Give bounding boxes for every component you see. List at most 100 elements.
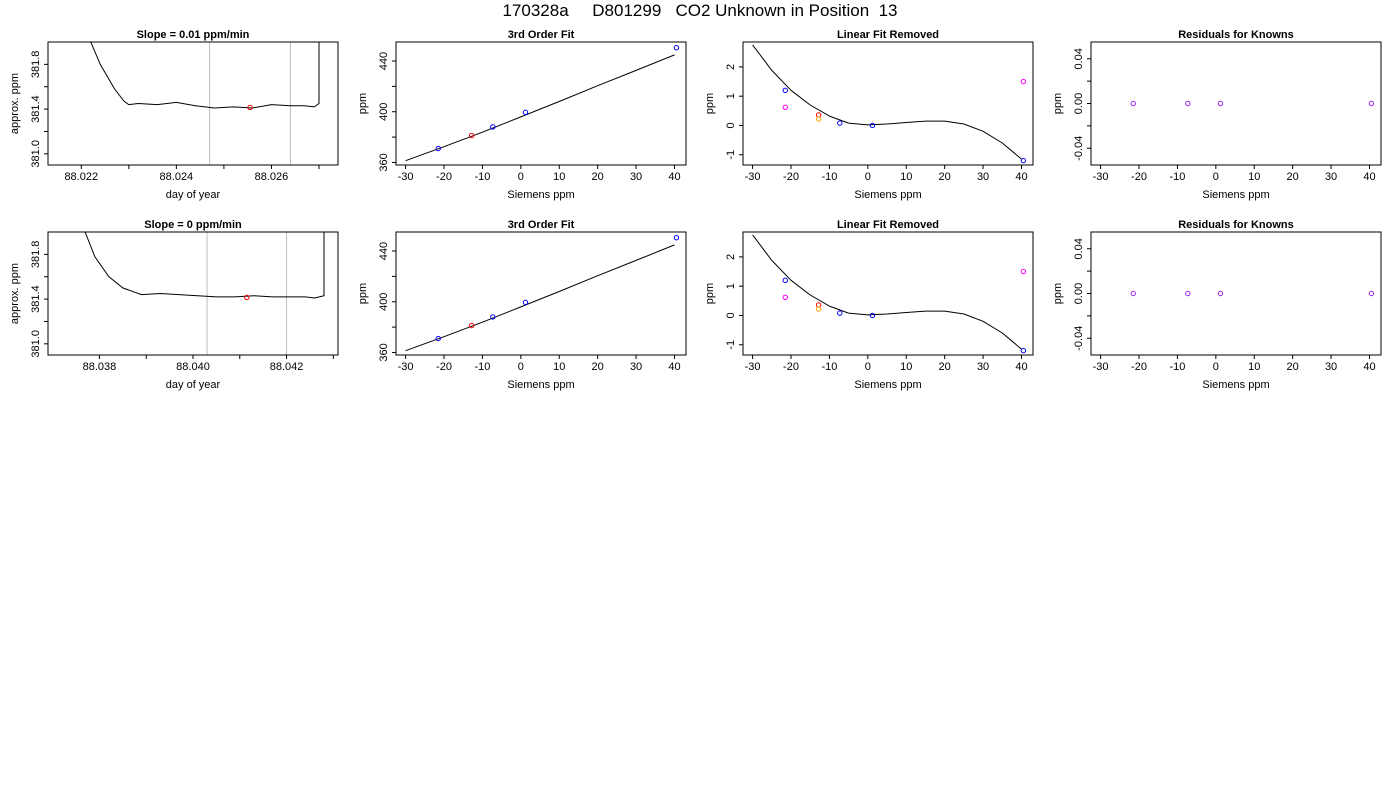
x-tick-label: -30 — [1093, 171, 1109, 183]
x-tick-label: 20 — [592, 361, 604, 373]
y-tick-label: 381.0 — [30, 140, 42, 168]
chart-panel-1: Slope = 0.01 ppm/min 88.022 88.024 88.026 da… — [9, 29, 339, 201]
data-point — [522, 299, 529, 306]
data-point — [782, 294, 788, 301]
x-tick-label: -20 — [436, 361, 452, 373]
data-point — [1368, 100, 1375, 107]
x-axis-label: Siemens ppm — [507, 189, 574, 201]
data-point — [673, 235, 680, 241]
x-tick-label: 88.022 — [64, 171, 98, 183]
y-tick-label: 381.4 — [30, 95, 42, 123]
x-tick-label: -10 — [821, 361, 837, 373]
x-tick-label: 10 — [1248, 361, 1260, 373]
y-tick-label: 0.04 — [1073, 48, 1085, 69]
data-point — [1185, 290, 1191, 297]
chart-panel-3: Linear Fit Removed-30 -20 -10 0 10 20 30 40Siem… — [704, 29, 1034, 201]
x-tick-label: -10 — [474, 361, 490, 373]
x-tick-label: 88.026 — [255, 171, 289, 183]
x-axis-label: Siemens ppm — [1202, 189, 1269, 201]
x-tick-label: 40 — [668, 171, 680, 183]
data-point — [837, 120, 843, 126]
x-tick-label: 0 — [1213, 171, 1219, 183]
x-tick-label: 40 — [1363, 171, 1375, 183]
data-point — [837, 310, 843, 316]
y-axis-label: ppm — [1052, 93, 1064, 114]
data-point — [1020, 157, 1027, 164]
x-tick-label: -20 — [1131, 171, 1147, 183]
x-tick-label: -20 — [436, 171, 452, 183]
chart-panel-2: 3rd Order Fit -30 -20 -10 0 10 20 30 40 Siemens p… — [357, 29, 687, 201]
plot-area — [752, 234, 1027, 354]
x-tick-label: 0 — [518, 171, 524, 183]
y-tick-label: 381.8 — [30, 241, 42, 269]
plot-area — [84, 232, 325, 355]
x-tick-label: 40 — [1363, 361, 1375, 373]
chart-panel-6: 3rd Order Fit -30 -20 -10 0 10 20 30 40 Siemens p… — [357, 219, 687, 391]
x-tick-label: -30 — [398, 171, 414, 183]
x-tick-label: 20 — [1287, 361, 1299, 373]
data-point — [1020, 268, 1027, 275]
y-tick-label: 2 — [725, 254, 737, 260]
y-axis-label: approx. ppm — [9, 73, 21, 134]
y-axis-label: approx. ppm — [9, 263, 21, 324]
y-tick-label: 1 — [725, 283, 737, 289]
plot-frame — [1090, 231, 1382, 356]
y-axis-label: ppm — [357, 93, 369, 114]
x-axis-label: Siemens ppm — [1202, 379, 1269, 391]
y-tick-label: 381.0 — [30, 330, 42, 358]
x-tick-label: -30 — [745, 171, 761, 183]
data-point — [1130, 100, 1136, 107]
x-axis-label: Siemens ppm — [507, 379, 574, 391]
data-point — [782, 277, 788, 284]
x-tick-label: -30 — [745, 361, 761, 373]
x-tick-label: 10 — [900, 171, 912, 183]
y-tick-label: 0.00 — [1073, 93, 1085, 114]
data-point — [815, 116, 822, 122]
y-tick-label: 381.4 — [30, 285, 42, 313]
x-tick-label: 88.042 — [270, 361, 304, 373]
data-point — [815, 306, 822, 312]
data-point — [782, 87, 788, 94]
fit-curve — [752, 234, 1022, 350]
y-tick-label: 440 — [378, 52, 390, 70]
x-tick-label: 30 — [977, 171, 989, 183]
trace-line — [84, 232, 325, 299]
plot-area — [405, 235, 680, 352]
chart-panel-8: Residuals for Knowns -30 -20 -10 0 10 20 30 40 Si… — [1052, 219, 1382, 391]
data-point — [435, 145, 441, 152]
data-point — [468, 322, 475, 329]
x-tick-label: -20 — [783, 361, 799, 373]
x-tick-label: 30 — [977, 361, 989, 373]
x-tick-label: 40 — [1015, 361, 1027, 373]
chart-panel-7: Linear Fit Removed-30 -20 -10 0 10 20 30 40Siem… — [704, 219, 1034, 391]
y-tick-label: 2 — [725, 64, 737, 70]
y-axis-label: ppm — [704, 283, 716, 304]
data-point — [244, 294, 250, 301]
plot-area — [405, 45, 680, 162]
chart-title: Linear Fit Removed — [837, 219, 939, 231]
x-tick-label: -30 — [398, 361, 414, 373]
y-tick-label: 1 — [725, 93, 737, 99]
x-tick-label: 30 — [630, 171, 642, 183]
data-point — [490, 124, 496, 130]
chart-title: Slope = 0 ppm/min — [144, 219, 242, 231]
x-tick-label: 10 — [553, 361, 565, 373]
data-point — [1217, 290, 1224, 297]
y-tick-label: -0.04 — [1073, 326, 1085, 351]
x-tick-label: 0 — [1213, 361, 1219, 373]
y-tick-label: 360 — [378, 153, 390, 171]
x-tick-label: -10 — [821, 171, 837, 183]
y-tick-label: -0.04 — [1073, 136, 1085, 161]
x-tick-label: 0 — [865, 171, 871, 183]
chart-title: Residuals for Knowns — [1178, 29, 1294, 41]
y-tick-label: 400 — [378, 293, 390, 311]
x-axis-label: Siemens ppm — [854, 379, 921, 391]
y-tick-label: 0 — [725, 312, 737, 318]
data-point — [1020, 78, 1027, 85]
chart-title: Slope = 0.01 ppm/min — [137, 29, 250, 41]
chart-title: Residuals for Knowns — [1178, 219, 1294, 231]
x-tick-label: 10 — [900, 361, 912, 373]
y-tick-label: 381.8 — [30, 51, 42, 79]
x-tick-label: 0 — [518, 361, 524, 373]
